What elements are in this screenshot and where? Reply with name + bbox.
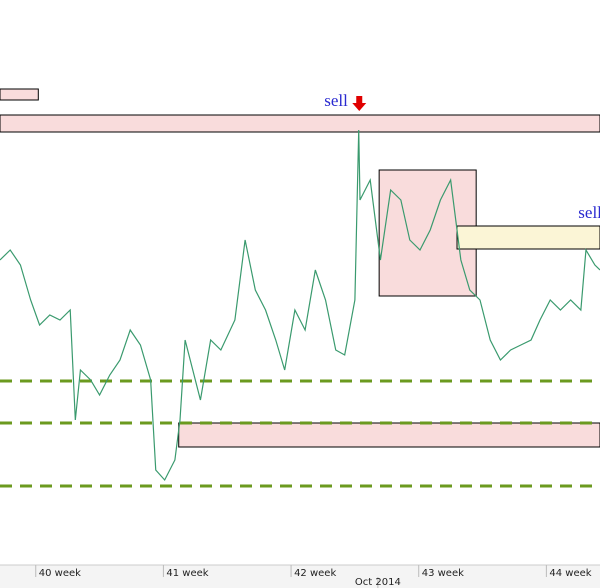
- sell-label: sell: [324, 91, 348, 110]
- x-tick-label: 40 week: [39, 568, 81, 579]
- zone: [0, 88, 39, 101]
- x-tick-label: 41 week: [166, 568, 208, 579]
- zone: [456, 225, 600, 250]
- month-label: Oct 2014: [355, 577, 401, 588]
- price-line: [0, 129, 600, 482]
- zone: [0, 114, 600, 133]
- sell-label: sell: [578, 203, 600, 222]
- x-tick-label: 43 week: [422, 568, 464, 579]
- x-tick-label: 44 week: [549, 568, 591, 579]
- x-axis-strip: [0, 565, 600, 588]
- sell-arrow: [352, 96, 367, 111]
- x-tick-label: 42 week: [294, 568, 336, 579]
- zone: [178, 422, 600, 448]
